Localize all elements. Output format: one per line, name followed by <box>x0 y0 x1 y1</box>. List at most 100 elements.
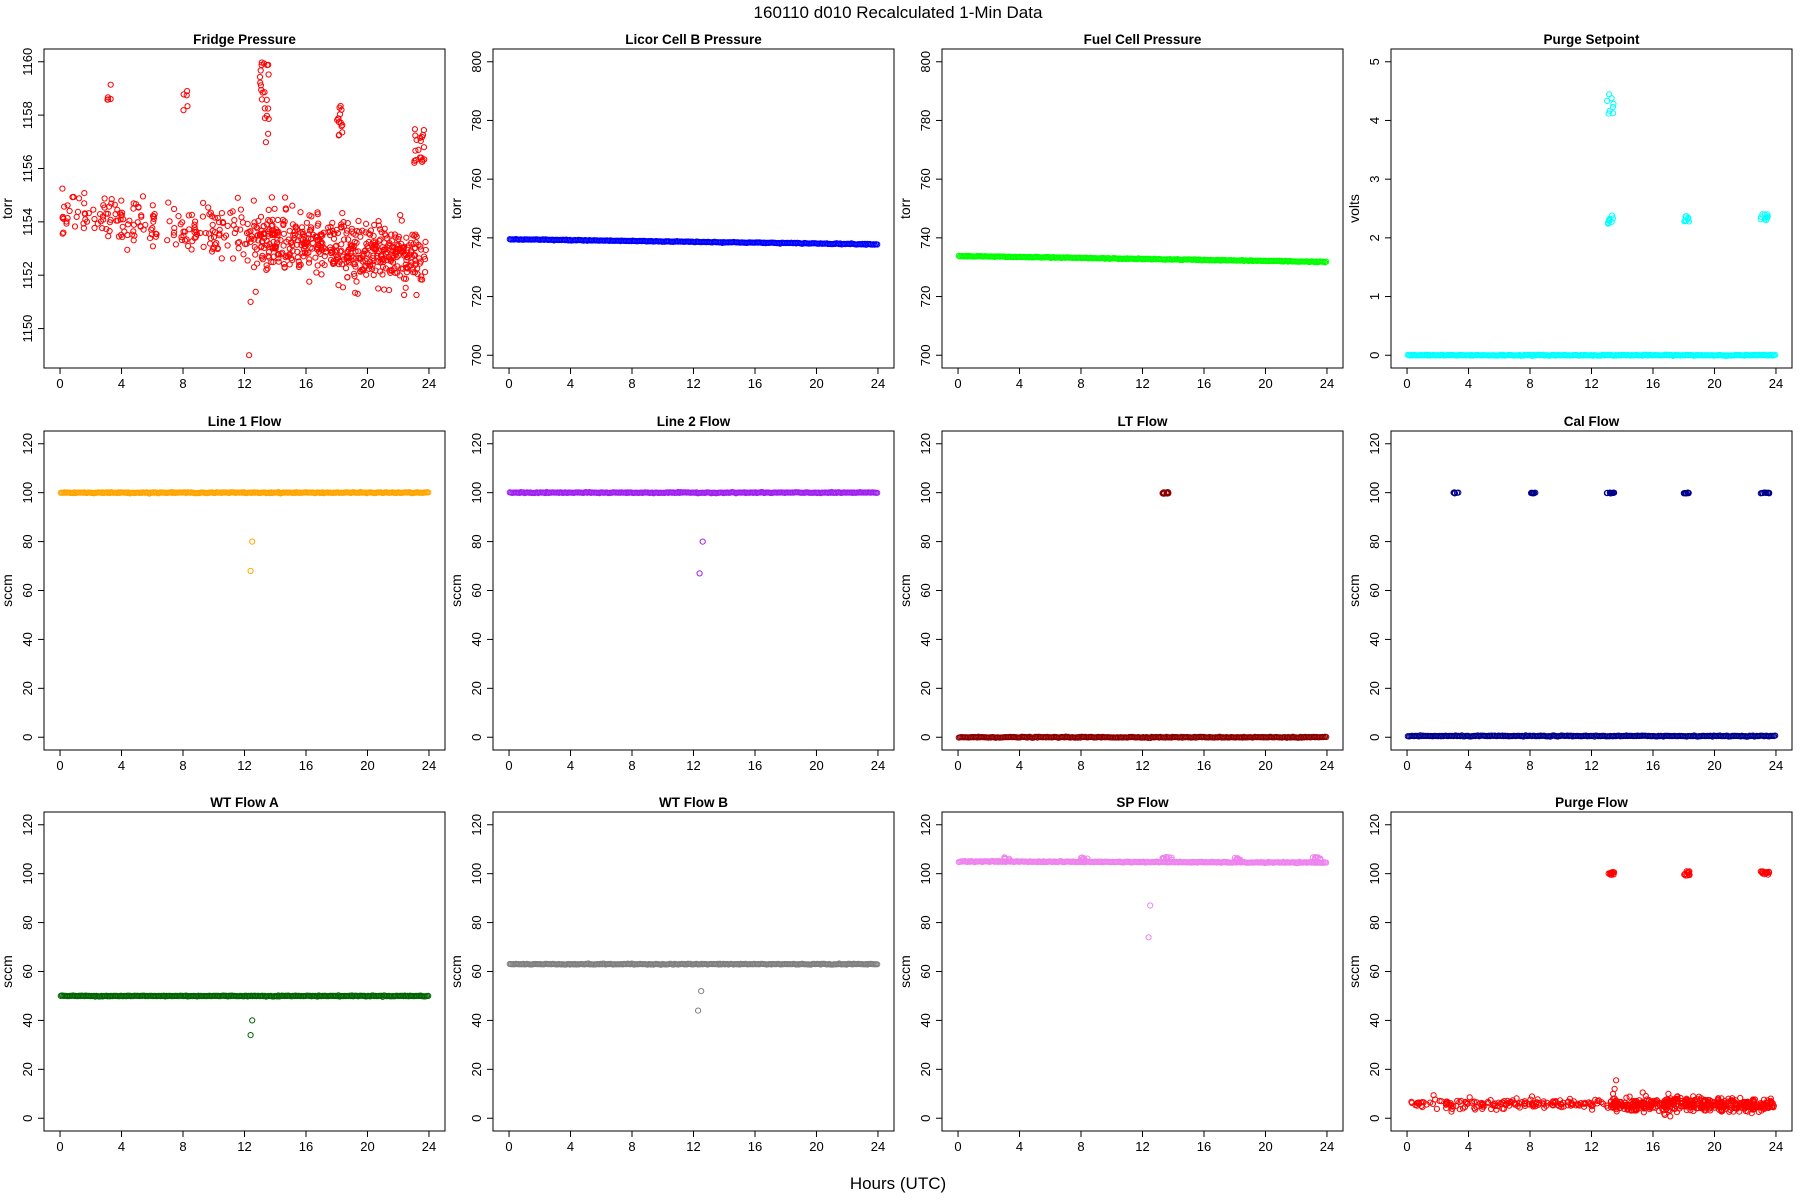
data-point <box>374 258 381 265</box>
data-point <box>389 237 396 244</box>
data-point <box>250 264 258 271</box>
x-tick-label: 12 <box>237 1139 251 1154</box>
x-tick-label: 4 <box>1016 758 1023 773</box>
data-point <box>118 212 125 219</box>
data-point <box>125 221 132 228</box>
data-point <box>244 220 251 228</box>
data-point <box>216 226 223 233</box>
data-point <box>303 219 310 226</box>
data-point <box>325 229 332 236</box>
data-point <box>386 287 393 294</box>
y-tick-label: 100 <box>469 482 484 504</box>
data-point <box>165 199 172 206</box>
data-point <box>318 271 325 278</box>
data-point <box>130 205 137 212</box>
data-points <box>1404 489 1779 740</box>
data-point <box>308 213 315 220</box>
data-point <box>319 240 326 247</box>
x-tick-label: 24 <box>871 758 885 773</box>
data-point <box>385 242 392 249</box>
data-point <box>287 239 294 247</box>
data-point <box>400 275 408 282</box>
x-tick-label: 4 <box>567 758 574 773</box>
data-point <box>275 250 282 258</box>
y-tick-label: 80 <box>1367 915 1382 929</box>
y-tick-label: 20 <box>20 681 35 695</box>
x-tick-label: 12 <box>1135 758 1149 773</box>
data-point <box>412 147 419 154</box>
data-point <box>417 243 424 250</box>
data-point <box>105 233 112 240</box>
x-tick-label: 4 <box>1016 1139 1023 1154</box>
data-point <box>275 228 282 235</box>
y-tick-label: 60 <box>20 583 35 597</box>
data-point <box>266 218 273 225</box>
x-tick-label: 8 <box>1526 758 1533 773</box>
plot-frame <box>1390 430 1793 751</box>
data-point <box>308 235 315 242</box>
data-point <box>108 200 115 207</box>
data-point <box>699 538 706 545</box>
y-tick-label: 40 <box>1367 1013 1382 1027</box>
data-point <box>149 212 157 219</box>
data-point <box>315 241 322 248</box>
y-tick-label: 4 <box>1367 117 1382 124</box>
data-point <box>183 92 190 99</box>
data-point <box>414 265 421 272</box>
data-point <box>413 233 420 240</box>
data-point <box>260 223 267 230</box>
data-point <box>372 267 379 274</box>
data-point <box>247 228 254 235</box>
data-points <box>1404 91 1779 360</box>
data-point <box>210 234 218 241</box>
x-tick-label: 8 <box>179 1139 186 1154</box>
data-point <box>308 224 315 231</box>
x-tick-label: 8 <box>179 376 186 391</box>
data-point <box>394 269 401 276</box>
x-tick-label: 24 <box>1769 1139 1783 1154</box>
data-point <box>118 197 125 204</box>
data-point <box>413 291 420 299</box>
data-point <box>257 82 264 89</box>
data-point <box>289 202 296 209</box>
data-point <box>107 81 114 88</box>
y-tick-label: 20 <box>1367 681 1382 695</box>
y-tick-label: 100 <box>20 482 35 504</box>
y-tick-label: 0 <box>1367 1115 1382 1122</box>
y-tick-label: 700 <box>918 344 933 366</box>
y-tick-label: 120 <box>20 814 35 836</box>
y-tick-label: 40 <box>918 632 933 646</box>
data-point <box>351 261 358 268</box>
data-point <box>238 214 245 221</box>
data-point <box>73 213 80 220</box>
data-point <box>340 253 347 260</box>
data-point <box>265 115 272 123</box>
data-points <box>955 489 1330 742</box>
data-point <box>411 157 418 164</box>
data-point <box>352 263 359 270</box>
data-point <box>258 254 265 261</box>
x-tick-label: 12 <box>1135 376 1149 391</box>
y-tick-label: 1156 <box>20 154 35 182</box>
data-point <box>178 234 185 241</box>
data-point <box>188 211 195 218</box>
data-point <box>296 262 303 269</box>
y-tick-label: 20 <box>918 681 933 695</box>
data-point <box>265 105 272 112</box>
data-point <box>414 271 421 278</box>
y-tick-label: 1152 <box>20 261 35 289</box>
y-tick-label: 60 <box>1367 583 1382 597</box>
panel-title: Line 1 Flow <box>208 414 282 429</box>
data-point <box>350 270 358 277</box>
y-tick-label: 20 <box>20 1062 35 1076</box>
x-tick-label: 4 <box>567 376 574 391</box>
data-point <box>170 232 177 239</box>
data-point <box>341 236 348 243</box>
x-tick-label: 4 <box>567 1139 574 1154</box>
data-point <box>240 251 247 258</box>
y-tick-label: 60 <box>918 583 933 597</box>
data-point <box>279 249 286 256</box>
x-tick-label: 20 <box>1258 758 1272 773</box>
